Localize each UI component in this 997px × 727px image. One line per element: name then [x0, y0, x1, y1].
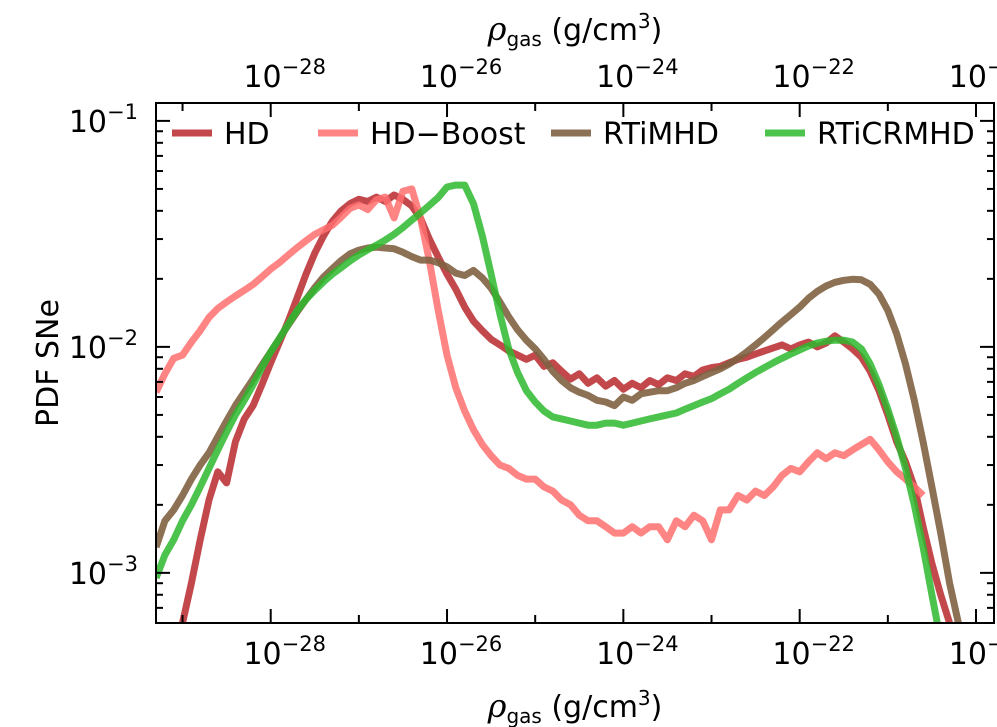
y-tick-label: 10−1: [69, 100, 138, 140]
x-tick-label-bottom: 10−22: [772, 632, 855, 672]
legend-label-1: HD−Boost: [370, 117, 526, 152]
legend-label-3: RTiCRMHD: [817, 117, 975, 152]
legend-label-2: RTiMHD: [603, 117, 719, 152]
x-tick-label-bottom: 10−20: [949, 632, 997, 672]
series-line-0: [179, 191, 953, 623]
series-layer: [156, 181, 962, 623]
plot-frame: [155, 102, 995, 624]
y-tick-label: 10−2: [69, 326, 138, 366]
x-tick-label-top: 10−20: [949, 55, 997, 95]
x-axis-label-bottom: ρgas (g/cm3): [487, 686, 663, 727]
x-tick-label-top: 10−26: [420, 55, 503, 95]
series-line-1: [156, 185, 926, 544]
x-tick-label-top: 10−22: [772, 55, 855, 95]
x-tick-label-bottom: 10−24: [596, 632, 679, 672]
legend: HD HD−Boost RTiMHD RTiCRMHD: [172, 117, 975, 152]
y-tick-label: 10−3: [69, 552, 138, 592]
x-tick-label-bottom: 10−26: [420, 632, 503, 672]
y-axis-label: PDF SNe: [31, 299, 66, 427]
x-axis-label-top: ρgas (g/cm3): [487, 9, 663, 51]
x-tick-label-top: 10−24: [596, 55, 679, 95]
x-tick-label-top: 10−28: [243, 55, 326, 95]
x-tick-label-bottom: 10−28: [243, 632, 326, 672]
series-line-2: [156, 243, 962, 623]
ticks-layer: 10−28 10−28 10−26 10−26 10−24 10−24 10−22 10−22…: [69, 55, 997, 672]
series-line-3: [156, 181, 941, 623]
legend-label-0: HD: [224, 117, 270, 152]
